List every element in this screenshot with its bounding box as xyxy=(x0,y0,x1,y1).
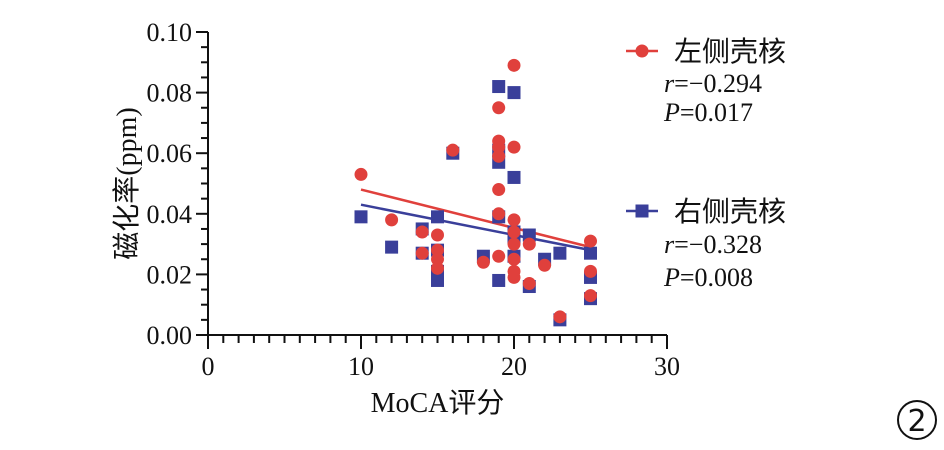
x-tick-label: 20 xyxy=(501,352,527,381)
badge-circle-icon xyxy=(897,400,937,440)
badge-label: 2 xyxy=(907,404,926,439)
x-tick-label: 30 xyxy=(654,352,680,381)
legend-marker-square xyxy=(635,204,649,218)
fit-line-right xyxy=(360,203,591,252)
point-left-putamen xyxy=(431,261,444,275)
point-left-putamen xyxy=(507,237,521,251)
fit-line-left xyxy=(360,188,591,249)
point-right-putamen xyxy=(507,170,521,184)
stat-p-right: P=0.008 xyxy=(663,263,753,292)
stat-r-right: r=−0.328 xyxy=(664,230,762,259)
stat-r-value: =−0.294 xyxy=(674,69,762,98)
point-left-putamen xyxy=(492,183,506,197)
legend-marker-circle xyxy=(635,44,649,58)
point-left-putamen xyxy=(507,58,521,72)
legend-left-putamen: 左侧壳核 r=−0.294 P=0.017 xyxy=(626,36,786,127)
stat-p-symbol: P xyxy=(663,263,680,292)
point-left-putamen xyxy=(507,252,521,266)
point-left-putamen xyxy=(492,101,506,115)
point-left-putamen xyxy=(492,249,506,263)
point-left-putamen xyxy=(446,143,460,157)
point-left-putamen xyxy=(431,252,444,266)
point-left-putamen xyxy=(522,276,536,290)
point-left-putamen xyxy=(522,237,536,251)
point-right-putamen xyxy=(553,246,567,260)
point-left-putamen xyxy=(553,310,567,324)
x-tick-label: 0 xyxy=(202,352,215,381)
point-left-putamen xyxy=(538,258,552,272)
y-tick-label: 0.04 xyxy=(147,200,193,229)
y-tick-label: 0.08 xyxy=(147,79,193,108)
point-left-putamen xyxy=(584,234,597,248)
point-right-putamen xyxy=(385,240,399,254)
point-left-putamen xyxy=(584,264,597,278)
point-left-putamen xyxy=(507,213,521,227)
point-right-putamen xyxy=(431,273,444,287)
point-left-putamen xyxy=(431,243,444,257)
point-left-putamen xyxy=(492,149,506,163)
y-tick-label: 0.06 xyxy=(147,139,193,168)
point-left-putamen xyxy=(476,255,490,269)
regression-lines xyxy=(360,188,591,252)
legend-label-right: 右侧壳核 xyxy=(674,196,786,228)
legend-label-left: 左侧壳核 xyxy=(674,36,786,68)
stat-r-value: =−0.328 xyxy=(674,230,762,259)
point-left-putamen xyxy=(492,207,506,221)
point-left-putamen xyxy=(431,228,444,242)
axes: 0 10 20 30 0.00 0.02 0.04 0.06 0.08 0.10 xyxy=(147,18,681,381)
legend-right-putamen: 右侧壳核 r=−0.328 P=0.008 xyxy=(626,196,786,292)
stat-r-left: r=−0.294 xyxy=(664,69,762,98)
x-tick-label: 10 xyxy=(348,352,374,381)
point-left-putamen xyxy=(415,246,429,260)
point-left-putamen xyxy=(415,225,429,239)
point-left-putamen xyxy=(507,270,521,284)
point-right-putamen xyxy=(492,273,506,287)
stat-p-value: =0.008 xyxy=(680,263,753,292)
stat-p-symbol: P xyxy=(663,98,680,127)
point-left-putamen xyxy=(492,140,506,154)
point-right-putamen xyxy=(507,86,521,100)
point-right-putamen xyxy=(522,228,536,242)
x-axis-title: MoCA评分 xyxy=(371,388,505,419)
point-right-putamen xyxy=(431,210,444,224)
stat-r-symbol: r xyxy=(664,69,675,98)
y-tick-label: 0.00 xyxy=(147,321,193,350)
y-ticks: 0.00 0.02 0.04 0.06 0.08 0.10 xyxy=(147,18,208,350)
stat-r-symbol: r xyxy=(664,230,675,259)
y-axis-title: 磁化率(ppm) xyxy=(111,107,143,259)
point-left-putamen xyxy=(584,289,597,303)
point-left-putamen xyxy=(507,225,521,239)
data-points xyxy=(354,58,597,327)
point-right-putamen xyxy=(354,210,368,224)
stat-p-left: P=0.017 xyxy=(663,98,753,127)
point-right-putamen xyxy=(584,246,597,260)
x-ticks: 0 10 20 30 xyxy=(202,335,680,381)
point-right-putamen xyxy=(492,80,506,94)
point-left-putamen xyxy=(385,213,399,227)
y-tick-label: 0.10 xyxy=(147,18,193,47)
stat-p-value: =0.017 xyxy=(680,98,753,127)
panel-number-badge: 2 xyxy=(897,400,937,440)
point-left-putamen xyxy=(354,167,368,181)
y-tick-label: 0.02 xyxy=(147,260,193,289)
point-left-putamen xyxy=(507,140,521,154)
